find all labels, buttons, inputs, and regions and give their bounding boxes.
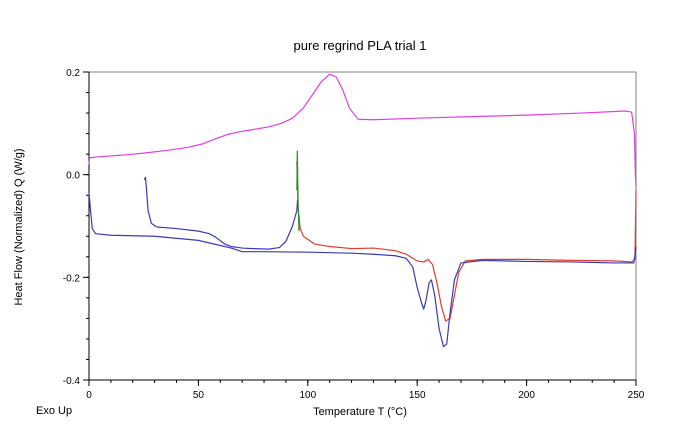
plot-area-frame [88,71,637,381]
series-line-1 [88,73,637,188]
exo-up-note: Exo Up [36,405,72,417]
x-tick-label: 50 [193,390,205,401]
x-axis-label: Temperature T (°C) [313,406,407,418]
y-axis-label: Heat Flow (Normalized) Q (W/g) [13,148,25,305]
series-layer [88,73,637,348]
x-tick-label: 0 [86,390,92,401]
y-tick-label: -0.4 [63,376,81,387]
series-line-5 [143,176,299,250]
y-tick-label: -0.2 [63,273,81,284]
x-tick-label: 100 [299,390,316,401]
y-tick-label: 0.0 [66,171,80,182]
x-axis-ticks: 0 50 100 150 200 250 [86,380,645,401]
chart-title: pure regrind PLA trial 1 [294,38,427,53]
y-axis-ticks: 0.2 0.0 -0.2 -0.4 [63,68,89,387]
series-line-4 [88,192,637,348]
x-tick-label: 200 [518,390,535,401]
series-line-2 [296,161,637,322]
y-tick-label: 0.2 [66,68,80,79]
x-tick-label: 250 [628,390,645,401]
x-tick-label: 150 [409,390,426,401]
series-line-3 [296,150,300,232]
